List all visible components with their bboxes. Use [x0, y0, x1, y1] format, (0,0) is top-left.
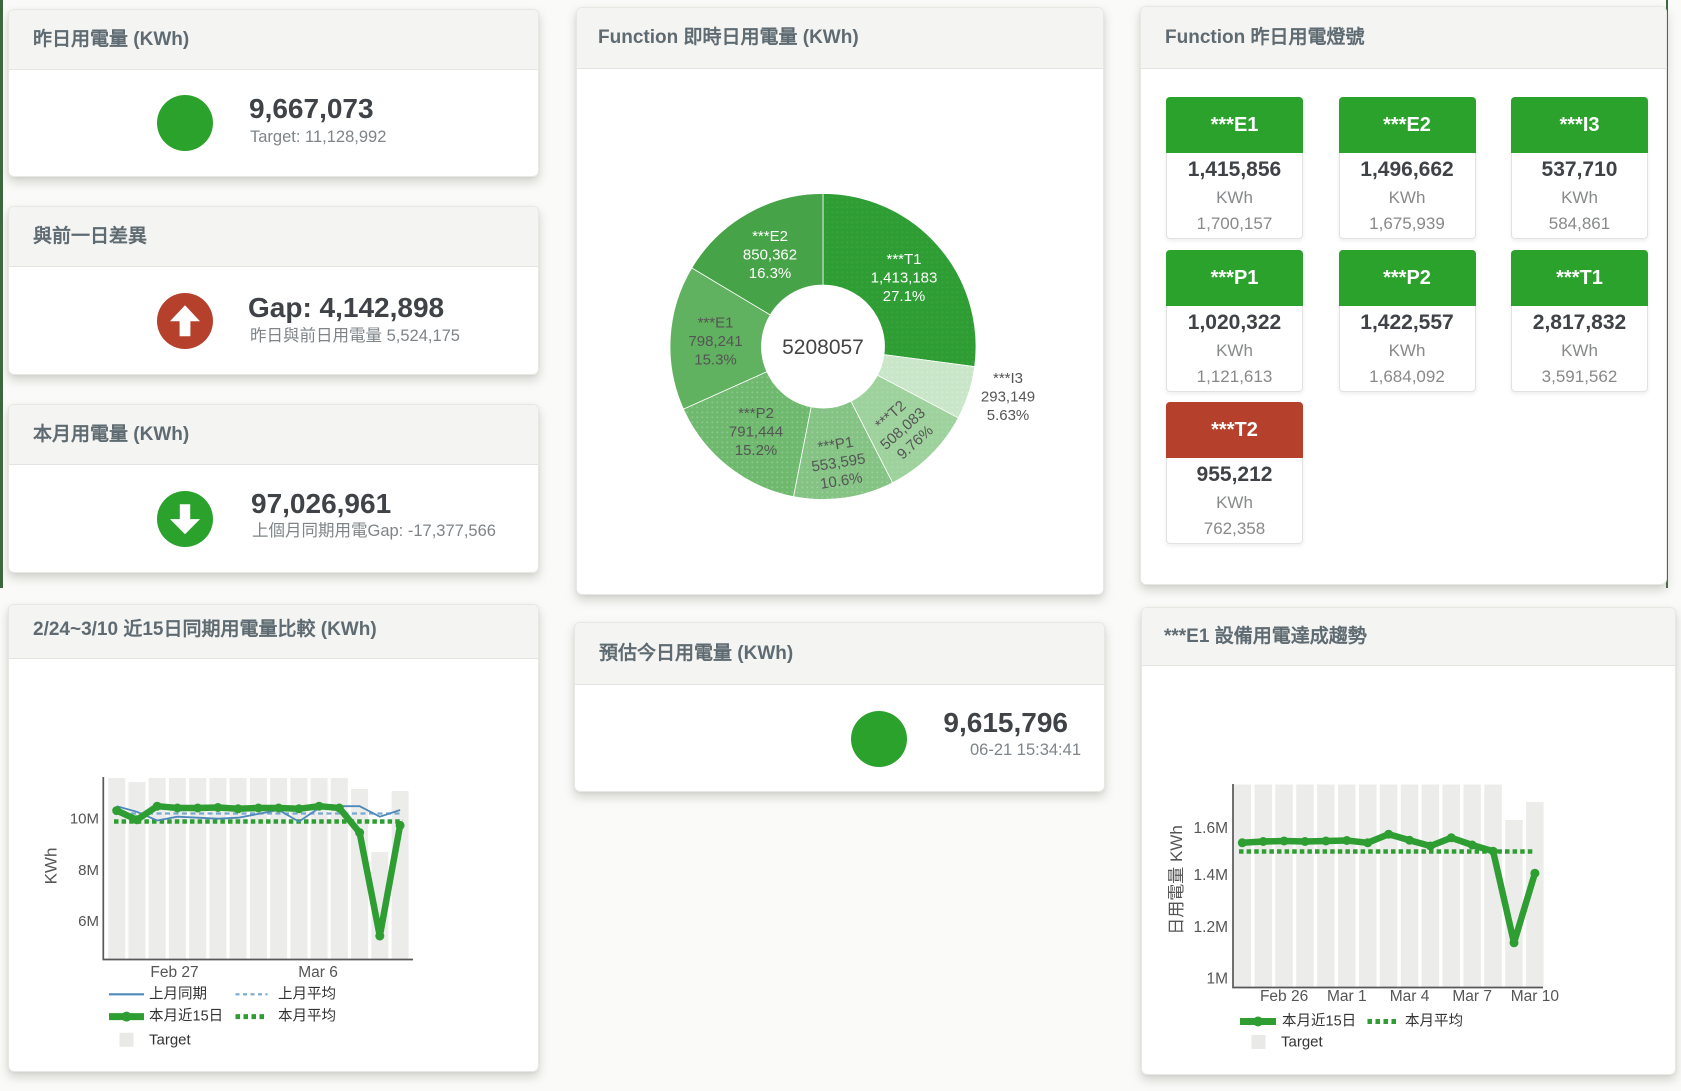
svg-text:10.6%: 10.6% — [819, 469, 864, 492]
svg-text:本月平均: 本月平均 — [278, 1008, 336, 1025]
svg-text:Target: Target — [149, 1031, 192, 1048]
svg-text:798,241: 798,241 — [688, 333, 742, 350]
svg-text:6M: 6M — [78, 913, 99, 930]
svg-text:15.3%: 15.3% — [694, 351, 737, 368]
svg-text:本月近15日: 本月近15日 — [1282, 1013, 1356, 1030]
svg-text:15.2%: 15.2% — [735, 442, 778, 459]
svg-text:本月平均: 本月平均 — [1405, 1013, 1463, 1030]
svg-text:1M: 1M — [1206, 971, 1228, 988]
svg-text:5.63%: 5.63% — [987, 407, 1030, 424]
svg-text:Feb 27: Feb 27 — [150, 964, 198, 981]
svg-text:上月同期: 上月同期 — [149, 985, 207, 1002]
svg-text:5208057: 5208057 — [782, 336, 864, 359]
svg-text:Mar 1: Mar 1 — [1327, 988, 1367, 1005]
svg-text:1.4M: 1.4M — [1194, 867, 1228, 884]
svg-text:Mar 10: Mar 10 — [1511, 988, 1560, 1005]
svg-text:KWh: KWh — [42, 848, 61, 885]
svg-text:Target: Target — [1281, 1034, 1324, 1051]
svg-text:***T1: ***T1 — [886, 251, 921, 268]
svg-text:27.1%: 27.1% — [883, 288, 926, 305]
svg-text:上月平均: 上月平均 — [278, 985, 336, 1002]
svg-text:10M: 10M — [70, 811, 99, 828]
svg-text:***P1: ***P1 — [817, 434, 855, 456]
svg-text:Mar 7: Mar 7 — [1452, 988, 1492, 1005]
svg-text:16.3%: 16.3% — [749, 265, 792, 282]
svg-text:***E2: ***E2 — [752, 228, 788, 245]
svg-text:Feb 26: Feb 26 — [1260, 988, 1308, 1005]
svg-text:850,362: 850,362 — [743, 247, 797, 264]
svg-text:***P2: ***P2 — [738, 405, 774, 422]
svg-text:日用電量 KWh: 日用電量 KWh — [1167, 825, 1186, 935]
svg-text:***I3: ***I3 — [993, 370, 1023, 387]
svg-text:8M: 8M — [78, 862, 99, 879]
svg-text:Mar 6: Mar 6 — [298, 964, 338, 981]
svg-text:791,444: 791,444 — [729, 424, 783, 441]
svg-text:本月近15日: 本月近15日 — [149, 1008, 223, 1025]
svg-text:1,413,183: 1,413,183 — [871, 270, 938, 287]
svg-text:1.2M: 1.2M — [1194, 919, 1228, 936]
svg-text:***E1: ***E1 — [698, 315, 734, 332]
svg-text:1.6M: 1.6M — [1194, 820, 1228, 837]
svg-text:Mar 4: Mar 4 — [1390, 988, 1430, 1005]
svg-text:293,149: 293,149 — [981, 389, 1035, 406]
